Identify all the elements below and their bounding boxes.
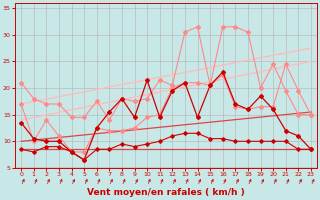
X-axis label: Vent moyen/en rafales ( km/h ): Vent moyen/en rafales ( km/h ) — [87, 188, 245, 197]
